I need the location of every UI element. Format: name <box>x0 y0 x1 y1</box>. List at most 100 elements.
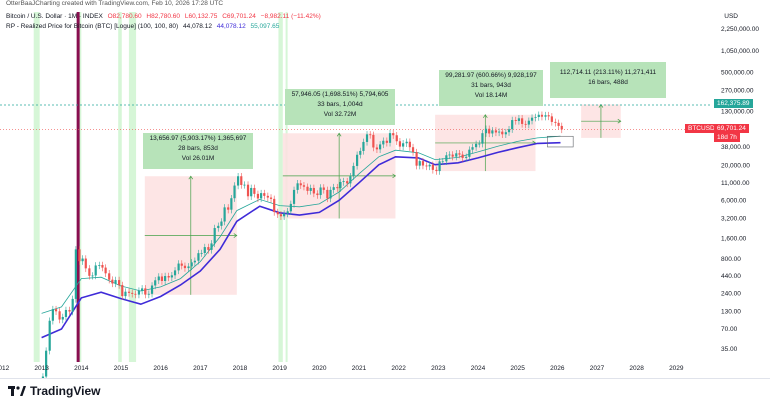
candle-body-57[interactable] <box>230 198 233 210</box>
candle-body-77[interactable] <box>296 183 299 190</box>
candle-body-122[interactable] <box>445 155 448 162</box>
candle-body-17[interactable] <box>98 265 101 266</box>
candle-body-59[interactable] <box>237 176 240 186</box>
candle-body-66[interactable] <box>260 193 263 199</box>
candle-body-49[interactable] <box>203 247 206 253</box>
candle-body-138[interactable] <box>498 131 501 133</box>
candle-body-83[interactable] <box>316 193 319 196</box>
candle-body-78[interactable] <box>299 183 302 186</box>
candle-body-91[interactable] <box>342 181 345 183</box>
candle-body-121[interactable] <box>441 161 444 163</box>
candle-body-144[interactable] <box>517 118 521 121</box>
candle-body-51[interactable] <box>210 243 213 250</box>
candle-body-7[interactable] <box>64 309 68 317</box>
candle-body-139[interactable] <box>501 131 504 135</box>
candle-body-60[interactable] <box>240 176 243 185</box>
candle-body-132[interactable] <box>478 143 481 145</box>
candle-body-20[interactable] <box>108 273 111 280</box>
candle-body-135[interactable] <box>488 128 491 134</box>
candle-body-81[interactable] <box>309 187 312 191</box>
candle-body-3[interactable] <box>51 309 54 321</box>
candle-body-97[interactable] <box>362 141 365 151</box>
candle-body-104[interactable] <box>385 140 388 143</box>
candle-body-140[interactable] <box>504 132 507 135</box>
candle-body-131[interactable] <box>474 143 478 148</box>
projection-box[interactable] <box>547 135 574 148</box>
candle-body-142[interactable] <box>511 120 514 130</box>
candle-body-19[interactable] <box>104 267 107 274</box>
candle-body-85[interactable] <box>322 187 325 190</box>
candle-body-155[interactable] <box>554 121 557 123</box>
candle-body-50[interactable] <box>207 247 210 250</box>
candle-body-47[interactable] <box>197 253 200 261</box>
candle-body-52[interactable] <box>213 228 216 244</box>
candle-body-22[interactable] <box>114 280 117 284</box>
candle-body-26[interactable] <box>127 291 131 293</box>
candle-body-93[interactable] <box>349 176 352 184</box>
candle-body-153[interactable] <box>547 115 550 117</box>
candle-body-99[interactable] <box>369 134 372 136</box>
candle-body-102[interactable] <box>379 144 382 150</box>
indicator-legend[interactable]: RP - Realized Price for Bitcoin (BTC) [L… <box>6 23 282 30</box>
candle-body-11[interactable] <box>78 249 81 262</box>
candle-body-16[interactable] <box>94 265 97 276</box>
candle-body-18[interactable] <box>101 265 104 268</box>
candle-body-115[interactable] <box>421 161 425 166</box>
candle-body-44[interactable] <box>187 266 190 269</box>
candle-body-128[interactable] <box>465 156 468 158</box>
candle-body-147[interactable] <box>527 120 530 125</box>
candle-body-79[interactable] <box>302 185 306 187</box>
candle-body-73[interactable] <box>283 213 286 217</box>
candle-body-129[interactable] <box>468 149 471 157</box>
candle-body-136[interactable] <box>491 130 494 134</box>
candle-body-98[interactable] <box>365 134 369 142</box>
candle-body-56[interactable] <box>227 207 230 210</box>
candle-body-46[interactable] <box>193 260 196 263</box>
candle-body-9[interactable] <box>71 298 74 312</box>
candle-body-90[interactable] <box>339 182 342 189</box>
candle-body-86[interactable] <box>326 189 329 199</box>
candle-body-125[interactable] <box>455 153 458 157</box>
candle-body-12[interactable] <box>81 258 84 262</box>
candle-body-111[interactable] <box>408 141 411 148</box>
candle-body-124[interactable] <box>451 154 454 157</box>
candle-body-100[interactable] <box>372 134 375 148</box>
candle-body-103[interactable] <box>382 140 385 145</box>
candle-body-71[interactable] <box>276 212 279 215</box>
candle-body-151[interactable] <box>540 114 544 117</box>
candle-body-137[interactable] <box>494 130 498 133</box>
candle-body-14[interactable] <box>88 268 91 276</box>
candle-body-112[interactable] <box>411 147 415 153</box>
candle-body-68[interactable] <box>266 195 269 198</box>
candle-body-141[interactable] <box>507 129 511 133</box>
candle-body-10[interactable] <box>74 249 77 299</box>
candle-body-4[interactable] <box>54 309 58 312</box>
candle-body-38[interactable] <box>167 276 170 278</box>
tradingview-logo[interactable]: TradingView <box>8 384 100 398</box>
candle-body-143[interactable] <box>514 120 517 121</box>
candle-body-150[interactable] <box>537 114 540 118</box>
candle-body-113[interactable] <box>415 152 418 166</box>
candle-body-35[interactable] <box>157 276 160 281</box>
candle-body-82[interactable] <box>312 187 315 194</box>
candle-body-157[interactable] <box>560 125 563 130</box>
candle-body-105[interactable] <box>388 133 392 143</box>
candle-body-156[interactable] <box>557 122 560 126</box>
candle-body-95[interactable] <box>356 154 359 166</box>
candle-body-117[interactable] <box>428 164 431 167</box>
candle-body-109[interactable] <box>402 143 405 147</box>
candle-body-42[interactable] <box>180 263 183 266</box>
candle-body-62[interactable] <box>246 184 250 197</box>
candle-body-23[interactable] <box>118 280 121 286</box>
candle-body-6[interactable] <box>61 316 64 320</box>
candle-body-37[interactable] <box>164 276 167 281</box>
candle-body-32[interactable] <box>147 293 150 295</box>
candle-body-29[interactable] <box>137 290 141 295</box>
candle-body-84[interactable] <box>319 187 322 196</box>
candle-body-1[interactable] <box>45 350 48 377</box>
candle-body-149[interactable] <box>534 117 537 118</box>
candle-body-64[interactable] <box>253 187 256 194</box>
candle-body-154[interactable] <box>550 116 553 122</box>
candle-body-69[interactable] <box>269 197 273 199</box>
candle-body-87[interactable] <box>329 189 332 199</box>
